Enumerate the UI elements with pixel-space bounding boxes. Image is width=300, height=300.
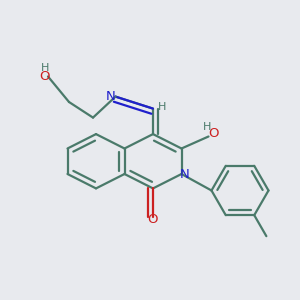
Text: O: O xyxy=(208,127,218,140)
Text: N: N xyxy=(180,167,190,181)
Text: O: O xyxy=(148,213,158,226)
Text: N: N xyxy=(106,90,116,103)
Text: H: H xyxy=(158,102,166,112)
Text: O: O xyxy=(40,70,50,83)
Text: H: H xyxy=(41,63,49,73)
Text: H: H xyxy=(203,122,212,132)
